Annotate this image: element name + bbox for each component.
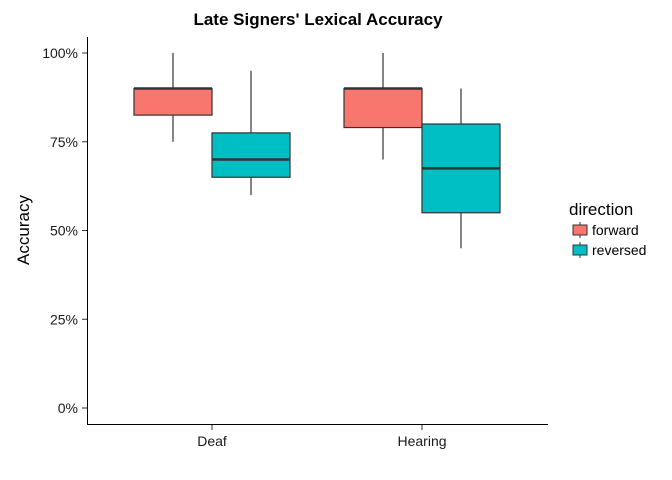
box-reversed-deaf (211, 70, 291, 195)
box-body (211, 132, 291, 178)
legend-entry-forward: forward (572, 222, 639, 238)
y-tick-label: 25% (50, 311, 78, 327)
legend-title: direction (569, 200, 633, 219)
box-forward-hearing (343, 53, 423, 160)
legend-label: reversed (592, 242, 646, 258)
legend-key-box (572, 244, 588, 256)
y-tick-label: 100% (42, 45, 78, 61)
y-axis-title: Accuracy (14, 195, 33, 265)
y-tick-label: 75% (50, 134, 78, 150)
y-axis-ticks: 0% 25% 50% 75% 100% (42, 45, 87, 416)
box-reversed-hearing (421, 88, 501, 249)
x-tick-label: Hearing (397, 433, 446, 449)
x-axis-ticks: Deaf Hearing (197, 425, 447, 449)
chart-title: Late Signers' Lexical Accuracy (193, 10, 443, 29)
legend-entries: forward reversed (572, 222, 646, 258)
x-tick-label: Deaf (197, 433, 227, 449)
legend-key-box (572, 224, 588, 236)
y-tick-label: 50% (50, 223, 78, 239)
box-forward-deaf (133, 53, 213, 142)
legend-label: forward (592, 222, 639, 238)
box-body (133, 87, 213, 116)
legend: direction forward reversed (569, 200, 646, 258)
box-body (343, 87, 423, 129)
box-series (133, 53, 501, 249)
legend-entry-reversed: reversed (572, 242, 646, 258)
plot-area: 0% 25% 50% 75% 100% Deaf Hearing (42, 37, 548, 449)
y-tick-label: 0% (58, 400, 78, 416)
